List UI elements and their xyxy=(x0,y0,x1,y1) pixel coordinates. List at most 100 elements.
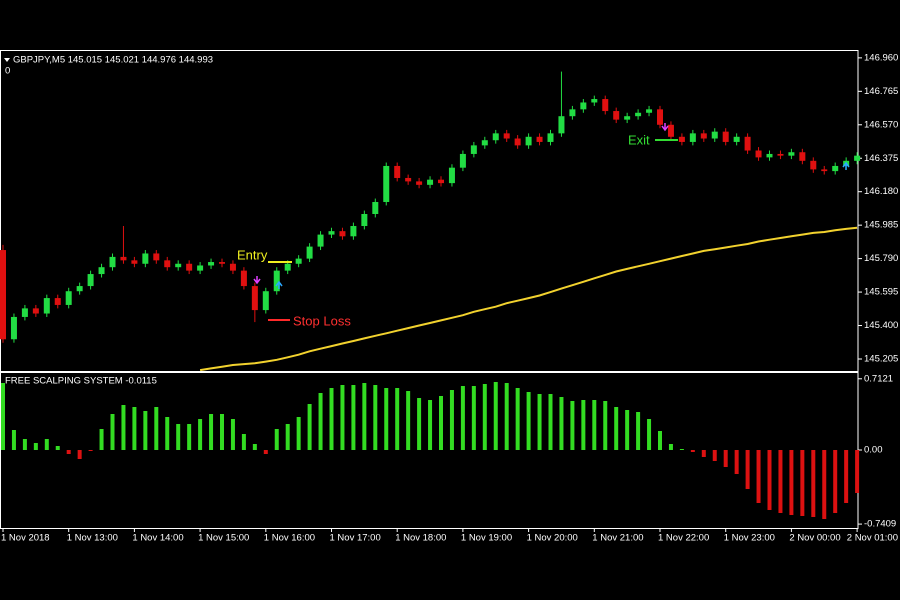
candle-body xyxy=(186,263,193,271)
y-tick-label: 145.790 xyxy=(864,253,898,264)
y-tick-label: 145.205 xyxy=(864,354,898,365)
candle-body xyxy=(317,234,324,247)
histogram-bar xyxy=(274,429,279,450)
histogram-bar xyxy=(132,407,137,450)
y-tick-label: 146.570 xyxy=(864,119,898,130)
candle-body xyxy=(503,133,510,139)
candle-body xyxy=(700,133,707,139)
candle-body xyxy=(514,138,521,146)
histogram-bar xyxy=(230,419,235,450)
histogram-bar xyxy=(154,407,159,450)
histogram-bar xyxy=(165,417,170,450)
histogram-bar xyxy=(756,450,761,503)
candle-body xyxy=(547,133,554,142)
histogram-bar xyxy=(110,414,115,450)
histogram-bar xyxy=(614,407,619,450)
candle-body xyxy=(646,109,653,113)
x-tick-label: 1 Nov 16:00 xyxy=(264,533,315,544)
y-tick-label: 145.985 xyxy=(864,220,898,231)
histogram-bar xyxy=(340,385,345,450)
candle-body xyxy=(405,177,412,182)
candle-body xyxy=(821,169,828,172)
candle-body xyxy=(580,102,587,110)
candle-body xyxy=(87,274,94,287)
x-tick-label: 1 Nov 2018 xyxy=(1,533,50,544)
candle-body xyxy=(481,140,488,146)
histogram-bar xyxy=(176,424,181,450)
candle-body xyxy=(525,136,532,146)
sell-arrow xyxy=(661,123,669,132)
histogram-bar xyxy=(449,390,454,450)
y-tick-label: -0.7409 xyxy=(864,519,896,530)
candle-body xyxy=(416,181,423,185)
histogram-bar xyxy=(1,383,5,450)
exit-label: Exit xyxy=(628,132,650,147)
stop-loss-label: Stop Loss xyxy=(293,313,351,328)
histogram-bar xyxy=(362,383,367,450)
histogram-bar xyxy=(526,392,531,450)
symbol-marker xyxy=(4,58,10,62)
candle-body xyxy=(667,124,674,137)
candle-body xyxy=(427,179,434,185)
histogram-bar xyxy=(395,388,400,450)
candle-body xyxy=(799,152,806,161)
candle-body xyxy=(470,145,477,154)
histogram-bar xyxy=(636,412,641,450)
y-tick-label: 146.180 xyxy=(864,186,898,197)
candle-body xyxy=(284,263,291,271)
histogram-bar xyxy=(822,450,827,519)
candle-body xyxy=(810,160,817,170)
x-tick-label: 1 Nov 18:00 xyxy=(395,533,446,544)
candle-body xyxy=(295,258,302,264)
candle-body xyxy=(0,250,6,340)
histogram-bar xyxy=(745,450,750,489)
indicator-title: FREE SCALPING SYSTEM -0.0115 xyxy=(5,376,157,387)
histogram-bar xyxy=(329,388,334,450)
candle-body xyxy=(350,226,357,237)
histogram-bar xyxy=(439,396,443,450)
candle-body xyxy=(98,267,105,275)
candle-body xyxy=(262,291,269,311)
moving-average xyxy=(199,226,858,372)
histogram-bar xyxy=(581,400,586,450)
histogram-bar xyxy=(559,397,564,450)
buy-arrow xyxy=(275,280,283,289)
histogram-bar xyxy=(811,450,816,517)
candle-body xyxy=(733,136,740,142)
entry-label: Entry xyxy=(237,247,268,262)
x-tick-label: 1 Nov 19:00 xyxy=(461,533,512,544)
candle-body xyxy=(788,152,795,156)
histogram-bar xyxy=(548,394,553,450)
histogram-bar xyxy=(406,391,411,450)
histogram-bar xyxy=(417,398,422,450)
candle-body xyxy=(131,260,138,264)
candle-body xyxy=(142,253,149,264)
histogram-bar xyxy=(647,419,652,450)
histogram-bar xyxy=(658,431,662,450)
candle-body xyxy=(438,179,444,184)
histogram-bar xyxy=(285,424,290,450)
histogram-bar xyxy=(603,401,608,450)
candle-body xyxy=(613,111,620,120)
y-tick-label: 146.960 xyxy=(864,52,898,63)
histogram-bar xyxy=(33,443,38,450)
x-tick-label: 1 Nov 13:00 xyxy=(67,533,118,544)
histogram-bar xyxy=(570,401,575,450)
histogram-bar xyxy=(263,450,268,454)
x-tick-label: 1 Nov 23:00 xyxy=(724,533,775,544)
x-tick-label: 1 Nov 20:00 xyxy=(527,533,578,544)
histogram-bar xyxy=(318,393,323,450)
candle-body xyxy=(372,201,379,215)
candle-body xyxy=(229,263,236,271)
x-tick-label: 2 Nov 01:00 xyxy=(847,533,898,544)
candle-body xyxy=(109,256,116,268)
histogram-bar xyxy=(252,444,257,450)
candle-body xyxy=(689,133,696,142)
histogram-bar xyxy=(143,411,148,450)
x-tick-label: 1 Nov 15:00 xyxy=(198,533,249,544)
candle-body xyxy=(10,316,17,340)
candle-body xyxy=(328,231,335,235)
histogram-bar xyxy=(55,446,60,450)
candle-body xyxy=(383,165,390,202)
